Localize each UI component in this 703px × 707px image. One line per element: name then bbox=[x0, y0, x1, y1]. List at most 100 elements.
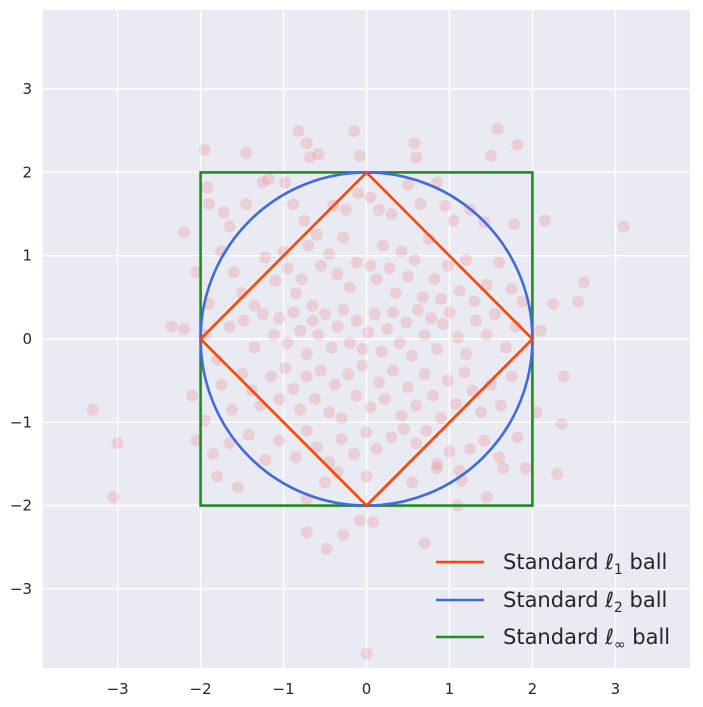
y-tick-labels: −3 −2 −1 0 1 2 3 bbox=[10, 80, 32, 598]
scatter-point bbox=[314, 259, 327, 272]
scatter-point bbox=[335, 412, 348, 425]
scatter-point bbox=[287, 382, 300, 395]
x-tick-label: −1 bbox=[272, 680, 294, 698]
legend-label-l1: Standard ℓ1 ball bbox=[503, 550, 667, 578]
scatter-point bbox=[364, 401, 377, 414]
scatter-point bbox=[337, 231, 350, 244]
scatter-point bbox=[468, 295, 481, 308]
scatter-point bbox=[259, 453, 272, 466]
scatter-point bbox=[107, 491, 120, 504]
scatter-point bbox=[385, 208, 398, 221]
scatter-point bbox=[368, 308, 381, 321]
scatter-point bbox=[300, 137, 313, 150]
scatter-point bbox=[352, 187, 365, 200]
scatter-point bbox=[281, 337, 294, 350]
scatter-point bbox=[337, 303, 350, 316]
scatter-point bbox=[178, 226, 191, 239]
scatter-point bbox=[426, 389, 439, 402]
y-tick-label: −2 bbox=[10, 497, 32, 515]
scatter-point bbox=[460, 253, 473, 266]
scatter-point bbox=[416, 291, 429, 304]
scatter-point bbox=[256, 308, 269, 321]
scatter-point bbox=[237, 314, 250, 327]
scatter-point bbox=[337, 528, 350, 541]
scatter-point bbox=[401, 381, 414, 394]
scatter-point bbox=[370, 273, 383, 286]
scatter-point bbox=[410, 151, 423, 164]
scatter-point bbox=[519, 462, 532, 475]
scatter-point bbox=[431, 342, 444, 355]
scatter-point bbox=[505, 370, 518, 383]
scatter-point bbox=[356, 342, 369, 355]
scatter-point bbox=[420, 424, 433, 437]
scatter-point bbox=[248, 299, 261, 312]
scatter-point bbox=[431, 457, 444, 470]
scatter-point bbox=[395, 245, 408, 258]
scatter-point bbox=[312, 328, 325, 341]
scatter-point bbox=[165, 320, 178, 333]
x-tick-label: 1 bbox=[445, 680, 455, 698]
scatter-point bbox=[211, 470, 224, 483]
scatter-point bbox=[360, 426, 373, 439]
scatter-point bbox=[538, 214, 551, 227]
scatter-point bbox=[458, 366, 471, 379]
scatter-point bbox=[389, 287, 402, 300]
scatter-point bbox=[401, 178, 414, 191]
scatter-point bbox=[300, 424, 313, 437]
scatter-point bbox=[493, 451, 506, 464]
scatter-point bbox=[356, 359, 369, 372]
scatter-point bbox=[577, 276, 590, 289]
x-tick-label: 2 bbox=[528, 680, 538, 698]
scatter-point bbox=[387, 364, 400, 377]
scatter-point bbox=[469, 314, 482, 327]
scatter-point bbox=[491, 123, 504, 136]
scatter-point bbox=[202, 198, 215, 211]
scatter-point bbox=[310, 228, 323, 241]
norm-balls bbox=[198, 170, 535, 508]
scatter-point bbox=[414, 198, 427, 211]
scatter-point bbox=[443, 445, 456, 458]
scatter-point bbox=[425, 312, 438, 325]
scatter-point bbox=[226, 403, 239, 416]
scatter-point bbox=[186, 389, 199, 402]
scatter-point bbox=[362, 326, 375, 339]
data-points bbox=[86, 123, 630, 660]
scatter-point bbox=[215, 378, 228, 391]
scatter-point bbox=[312, 148, 325, 161]
scatter-point bbox=[269, 274, 282, 287]
scatter-point bbox=[331, 268, 344, 281]
scatter-point bbox=[236, 287, 249, 300]
scatter-point bbox=[198, 143, 211, 156]
scatter-point bbox=[441, 374, 454, 387]
scatter-point bbox=[279, 362, 292, 375]
scatter-point bbox=[480, 328, 493, 341]
scatter-point bbox=[306, 299, 319, 312]
scatter-point bbox=[273, 392, 286, 405]
scatter-point bbox=[331, 466, 344, 479]
scatter-point bbox=[375, 345, 388, 358]
l1-ball-diamond bbox=[198, 170, 535, 508]
scatter-point bbox=[178, 323, 191, 336]
scatter-point bbox=[450, 397, 463, 410]
x-tick-label: 0 bbox=[362, 680, 372, 698]
scatter-point bbox=[273, 312, 286, 325]
scatter-point bbox=[480, 491, 493, 504]
scatter-point bbox=[273, 434, 286, 447]
scatter-point bbox=[350, 389, 363, 402]
y-tick-label: 3 bbox=[22, 80, 32, 98]
scatter-point bbox=[547, 298, 560, 311]
scatter-point bbox=[499, 341, 512, 354]
scatter-point bbox=[418, 328, 431, 341]
scatter-point bbox=[381, 323, 394, 336]
scatter-point bbox=[287, 306, 300, 319]
scatter-point bbox=[242, 428, 255, 441]
scatter-point bbox=[493, 256, 506, 269]
scatter-point bbox=[201, 181, 214, 194]
scatter-point bbox=[223, 320, 236, 333]
scatter-point bbox=[447, 214, 460, 227]
scatter-point bbox=[111, 437, 124, 450]
scatter-point bbox=[377, 239, 390, 252]
scatter-point bbox=[319, 476, 332, 489]
